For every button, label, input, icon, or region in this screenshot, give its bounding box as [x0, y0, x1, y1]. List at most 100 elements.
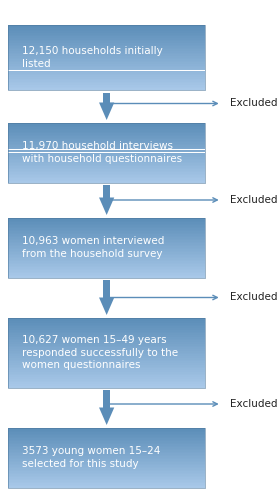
Bar: [8, 477, 205, 478]
Text: 11,970 household interviews
with household questionnaires: 11,970 household interviews with househo…: [22, 142, 182, 164]
Bar: [8, 77, 205, 78]
Bar: [8, 428, 205, 488]
Bar: [8, 136, 205, 138]
Bar: [8, 352, 205, 354]
Bar: [8, 382, 205, 384]
Bar: [8, 150, 205, 151]
Bar: [8, 59, 205, 60]
Bar: [8, 454, 205, 456]
Bar: [8, 372, 205, 374]
Bar: [8, 375, 205, 377]
Bar: [8, 318, 205, 388]
Bar: [8, 446, 205, 447]
Bar: [8, 332, 205, 333]
Bar: [8, 441, 205, 442]
Bar: [8, 238, 205, 240]
Bar: [8, 139, 205, 140]
Bar: [8, 62, 205, 64]
Bar: [8, 438, 205, 440]
Bar: [8, 128, 205, 130]
Bar: [8, 54, 205, 56]
Bar: [8, 80, 205, 82]
Bar: [8, 326, 205, 328]
Bar: [8, 249, 205, 250]
Bar: [8, 472, 205, 474]
Bar: [8, 337, 205, 338]
Bar: [8, 452, 205, 453]
Bar: [8, 48, 205, 50]
Bar: [8, 268, 205, 270]
Bar: [8, 246, 205, 248]
Bar: [103, 390, 110, 407]
Bar: [8, 462, 205, 464]
Bar: [8, 228, 205, 230]
Bar: [8, 270, 205, 272]
Bar: [8, 218, 205, 219]
Bar: [8, 442, 205, 444]
Bar: [8, 64, 205, 66]
Bar: [8, 87, 205, 88]
Bar: [8, 222, 205, 224]
Bar: [8, 225, 205, 226]
Bar: [8, 363, 205, 365]
Bar: [8, 240, 205, 242]
Bar: [8, 351, 205, 352]
Bar: [8, 370, 205, 372]
Bar: [8, 474, 205, 476]
Bar: [8, 151, 205, 152]
Bar: [8, 25, 205, 26]
Bar: [8, 140, 205, 142]
Bar: [8, 164, 205, 166]
Bar: [8, 46, 205, 48]
Bar: [8, 172, 205, 174]
Bar: [8, 267, 205, 268]
Bar: [8, 72, 205, 74]
Bar: [8, 180, 205, 181]
Bar: [8, 232, 205, 234]
Bar: [8, 38, 205, 40]
Bar: [8, 230, 205, 231]
Bar: [8, 224, 205, 225]
Bar: [8, 28, 205, 30]
Bar: [8, 324, 205, 326]
Bar: [8, 250, 205, 252]
Bar: [8, 51, 205, 52]
Bar: [8, 50, 205, 51]
Bar: [8, 482, 205, 483]
Bar: [8, 264, 205, 266]
Bar: [8, 273, 205, 274]
Bar: [8, 471, 205, 472]
Bar: [8, 145, 205, 146]
Bar: [8, 181, 205, 182]
Bar: [8, 242, 205, 243]
Bar: [8, 69, 205, 70]
Bar: [8, 429, 205, 430]
Bar: [103, 92, 110, 102]
Bar: [8, 466, 205, 468]
Bar: [8, 335, 205, 337]
Bar: [8, 260, 205, 261]
Bar: [8, 272, 205, 273]
Bar: [8, 476, 205, 477]
Bar: [8, 60, 205, 62]
Bar: [8, 321, 205, 323]
Bar: [8, 480, 205, 482]
Bar: [8, 26, 205, 28]
Bar: [8, 366, 205, 368]
Bar: [8, 444, 205, 446]
Bar: [8, 244, 205, 246]
Bar: [8, 43, 205, 44]
Polygon shape: [99, 198, 114, 215]
Bar: [8, 484, 205, 486]
Bar: [8, 276, 205, 278]
Bar: [8, 88, 205, 90]
Bar: [8, 78, 205, 80]
Bar: [8, 486, 205, 488]
Bar: [8, 33, 205, 34]
Bar: [8, 338, 205, 340]
Bar: [8, 360, 205, 361]
Bar: [8, 379, 205, 380]
Bar: [8, 428, 205, 429]
Bar: [8, 354, 205, 356]
Bar: [8, 44, 205, 46]
